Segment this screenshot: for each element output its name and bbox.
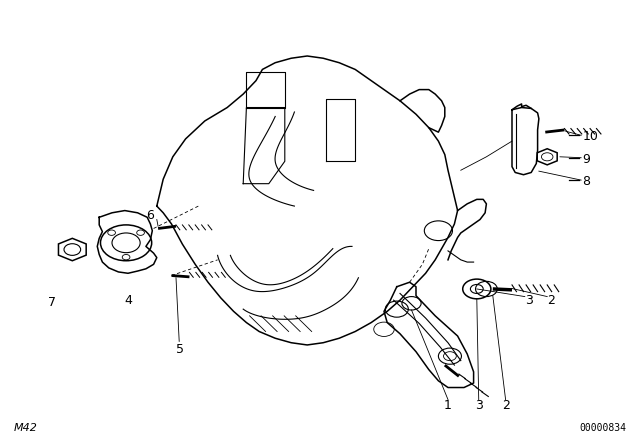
Text: 10: 10 <box>582 130 598 143</box>
Text: 3: 3 <box>475 399 483 412</box>
Text: 6: 6 <box>147 208 154 222</box>
Text: 8: 8 <box>582 175 590 188</box>
Text: 00000834: 00000834 <box>579 423 626 433</box>
Text: 5: 5 <box>177 343 184 356</box>
Text: 3: 3 <box>525 293 532 307</box>
Text: 2: 2 <box>547 293 555 307</box>
Text: 4: 4 <box>124 293 132 307</box>
Text: 1: 1 <box>444 399 452 412</box>
Text: M42: M42 <box>14 423 38 433</box>
Text: 7: 7 <box>49 296 56 309</box>
Text: 2: 2 <box>502 399 509 412</box>
Text: 9: 9 <box>582 152 590 166</box>
